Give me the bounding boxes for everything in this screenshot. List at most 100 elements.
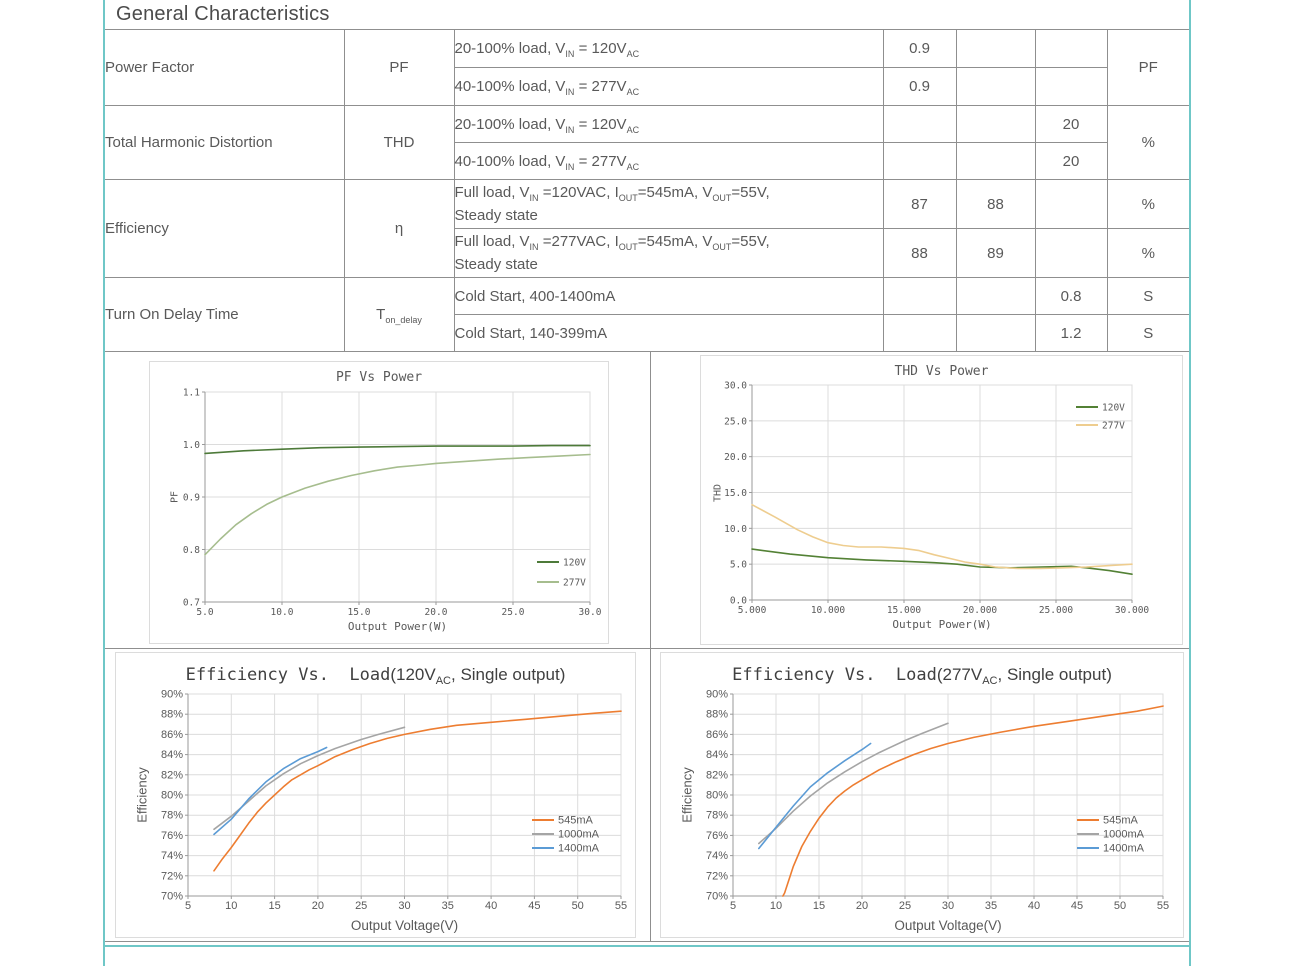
series-545mA xyxy=(782,705,1164,897)
tick-label-x: 35 xyxy=(442,900,454,912)
series-545mA xyxy=(213,710,622,872)
tick-label-x: 55 xyxy=(615,900,627,912)
condition-cell: Cold Start, 400-1400mA xyxy=(453,277,884,315)
tick-label-x: 20.0 xyxy=(425,607,448,618)
typ-cell xyxy=(955,314,1036,352)
tick-label-y: 0.7 xyxy=(183,598,200,609)
legend-label: 1000mA xyxy=(558,829,600,841)
unit-cell: % xyxy=(1106,179,1189,229)
tick-label-x: 15 xyxy=(268,900,280,912)
max-cell xyxy=(1034,228,1108,278)
tick-label-y: 10.0 xyxy=(724,524,747,535)
max-cell xyxy=(1034,29,1108,68)
tick-label-x: 5 xyxy=(730,900,736,912)
tick-label-x: 50 xyxy=(1114,900,1126,912)
tick-label-y: 76% xyxy=(706,830,728,842)
tick-label-x: 40 xyxy=(485,900,497,912)
tick-label-y: 25.0 xyxy=(724,416,747,427)
min-cell: 0.9 xyxy=(882,29,957,68)
tick-label-x: 50 xyxy=(572,900,584,912)
x-axis-label: Output Power(W) xyxy=(347,620,448,633)
series-120V xyxy=(204,444,591,455)
legend-label: 1000mA xyxy=(1103,829,1145,841)
max-cell: 1.2 xyxy=(1034,314,1108,352)
x-axis-label: Output Voltage(V) xyxy=(350,918,459,933)
pf-chart-cell: PF Vs Power 5.0 10.0 15.0 20.0 25.0 30.0 0.7 0.8… xyxy=(105,352,651,648)
thd-chart-cell: THD Vs Power 5.000 10.000 15.000 20.000 25.00… xyxy=(651,352,1189,648)
tick-label-x: 55 xyxy=(1157,900,1169,912)
tick-label-y: 72% xyxy=(706,870,728,882)
tick-label-x: 5.0 xyxy=(196,607,213,618)
chart-title: PF Vs Power xyxy=(335,370,423,385)
y-axis-label: Efficiency xyxy=(134,767,150,823)
tick-label-y: 70% xyxy=(161,891,183,903)
tick-label-y: 80% xyxy=(161,790,183,802)
legend-label: 277V xyxy=(563,578,586,589)
tick-label-x: 10 xyxy=(770,900,782,912)
min-cell xyxy=(882,314,957,352)
param-cell: Turn On Delay Time xyxy=(105,277,345,352)
tick-label-y: 1.0 xyxy=(183,440,200,451)
unit-cell: PF xyxy=(1106,29,1189,106)
tick-label-x: 10.000 xyxy=(811,605,846,616)
legend-label: 120V xyxy=(563,558,586,569)
legend-label: 545mA xyxy=(1103,815,1139,827)
typ-cell xyxy=(955,67,1036,106)
min-cell: 0.9 xyxy=(882,67,957,106)
tick-label-x: 40 xyxy=(1028,900,1040,912)
efficiency-277v-chart-cell: Efficiency Vs. Load(277VAC, Single outpu… xyxy=(651,649,1189,941)
tick-label-y: 0.9 xyxy=(183,493,200,504)
series-277V xyxy=(751,503,1133,570)
tick-label-y: 86% xyxy=(161,729,183,741)
unit-cell: % xyxy=(1106,105,1189,180)
charts-row-1: PF Vs Power 5.0 10.0 15.0 20.0 25.0 30.0 0.7 0.8… xyxy=(105,352,1189,649)
chart-title: Efficiency Vs. Load(277VAC, Single outpu… xyxy=(732,665,1112,687)
series-1000mA xyxy=(213,726,406,831)
tick-label-y: 30.0 xyxy=(724,381,747,392)
tick-label-x: 10.0 xyxy=(271,607,294,618)
tick-label-y: 78% xyxy=(706,810,728,822)
typ-cell xyxy=(955,105,1036,143)
tick-label-x: 15.000 xyxy=(887,605,922,616)
legend-label: 1400mA xyxy=(558,843,600,855)
tick-label-y: 84% xyxy=(161,749,183,761)
tick-label-y: 0.0 xyxy=(730,596,747,607)
tick-label-x: 25.0 xyxy=(502,607,525,618)
tick-label-x: 30 xyxy=(942,900,954,912)
condition-cell: 40-100% load, VIN = 277VAC xyxy=(454,67,884,106)
general-characteristics-section: General Characteristics Power Factor PF 20… xyxy=(103,0,1191,966)
pf-vs-power-chart: PF Vs Power 5.0 10.0 15.0 20.0 25.0 30.0 0.7 0.8… xyxy=(149,361,609,644)
tick-label-x: 25.000 xyxy=(1039,605,1074,616)
tick-label-x: 15.0 xyxy=(348,607,371,618)
unit-cell: S xyxy=(1106,277,1189,315)
tick-label-x: 35 xyxy=(985,900,997,912)
param-cell: Power Factor xyxy=(105,29,345,106)
tick-label-y: 1.1 xyxy=(183,388,200,399)
max-cell: 0.8 xyxy=(1034,277,1108,315)
legend-label: 545mA xyxy=(558,815,594,827)
typ-cell: 89 xyxy=(955,228,1036,278)
y-axis-label: Efficiency xyxy=(679,767,695,823)
tick-label-y: 74% xyxy=(706,850,728,862)
x-axis-label: Output Power(W) xyxy=(892,618,992,631)
symbol-cell: η xyxy=(343,179,455,278)
table-row: 40-100% load, VIN = 277VAC 20 xyxy=(105,142,1189,180)
thd-vs-power-chart: THD Vs Power 5.000 10.000 15.000 20.000 25.00… xyxy=(700,355,1183,645)
condition-cell: 20-100% load, VIN = 120VAC xyxy=(453,105,884,143)
tick-label-x: 5.000 xyxy=(738,605,767,616)
tick-label-y: 88% xyxy=(161,709,183,721)
tick-label-x: 30 xyxy=(398,900,410,912)
series-277V xyxy=(204,453,591,556)
legend-label: 1400mA xyxy=(1103,843,1145,855)
condition-cell: Full load, VIN =277VAC, IOUT=545mA, VOUT… xyxy=(454,228,884,278)
tick-label-y: 76% xyxy=(161,830,183,842)
symbol-cell: PF xyxy=(343,29,455,106)
table-row: Power Factor PF 20-100% load, VIN = 120VAC… xyxy=(105,29,1189,106)
tick-label-x: 25 xyxy=(899,900,911,912)
condition-cell: Cold Start, 140-399mA xyxy=(454,314,884,352)
legend-label: 277V xyxy=(1102,421,1125,432)
charts-row-2: Efficiency Vs. Load(120VAC, Single outpu… xyxy=(105,649,1189,942)
chart-svg: 5 10 15 20 25 30 35 40 45 50 55 70% 72% 74% 76% 78% 80% 8… xyxy=(161,689,627,913)
legend-label: 120V xyxy=(1102,403,1125,414)
